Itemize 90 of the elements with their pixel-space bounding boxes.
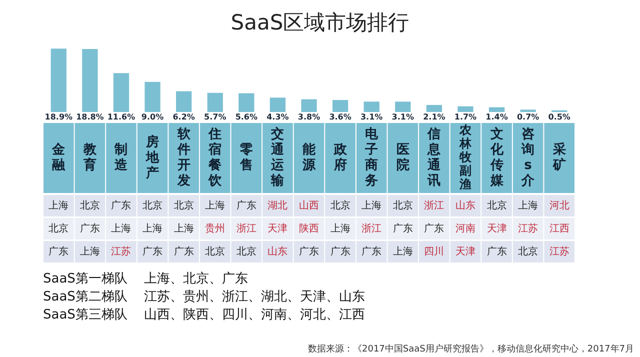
x-tick-label: 住宿餐饮	[208, 127, 223, 189]
x-tick-label: 教育	[82, 142, 98, 174]
data-label: 1.4%	[486, 112, 508, 122]
text: 上海	[111, 222, 132, 234]
text: SaaS第一梯队 上海、北京、广东	[43, 271, 248, 286]
data-label: 3.1%	[392, 112, 414, 122]
text: 北京	[486, 199, 507, 212]
text: 浙江	[362, 222, 382, 234]
text: 上海	[80, 245, 100, 258]
x-tick-label: 金融	[51, 142, 66, 174]
text: 北京	[392, 199, 413, 212]
text: 河北	[549, 199, 570, 212]
text: 上海	[142, 222, 163, 234]
x-tick-label: 咨询s介	[520, 127, 536, 189]
data-label: 5.7%	[204, 112, 226, 122]
text: 四川	[424, 245, 444, 258]
x-tick-label: 零售	[238, 142, 253, 174]
text: 江苏	[549, 245, 570, 258]
text: 广东	[111, 199, 132, 212]
source-note: 数据来源：《2017中国SaaS用户研究报告》，移动信息化研究中心，2017年7月	[308, 343, 634, 354]
x-tick-label: 政府	[332, 142, 348, 174]
text: 广东	[142, 245, 163, 258]
text: 广东	[80, 222, 100, 234]
data-label: 3.1%	[360, 112, 383, 122]
text: 上海	[362, 199, 382, 212]
text: 广东	[330, 245, 350, 258]
text: 广东	[236, 199, 256, 212]
text: 上海	[518, 199, 538, 212]
data-label: 3.6%	[329, 112, 352, 122]
x-tick-label: 房地产	[145, 134, 160, 181]
text: 山东	[268, 245, 288, 258]
data-label: 6.2%	[172, 112, 195, 122]
text: 陕西	[299, 222, 319, 234]
chart-title: SaaS区域市场排行	[230, 10, 410, 34]
text: 江西	[549, 222, 570, 234]
x-tick-label: 电子商务	[364, 127, 380, 189]
text: 浙江	[236, 222, 256, 234]
text: 上海	[48, 199, 69, 212]
text: 北京	[48, 222, 69, 234]
text: SaaS第二梯队 江苏、贵州、浙江、湖北、天津、山东	[43, 289, 365, 304]
text: 上海	[392, 245, 413, 258]
data-label: 0.5%	[548, 112, 570, 122]
text: 湖北	[268, 199, 288, 212]
text: 广东	[48, 245, 69, 258]
text: 天津	[268, 222, 288, 234]
text: 广东	[299, 245, 319, 258]
x-tick-label: 采矿	[552, 142, 566, 174]
data-label: 3.8%	[298, 112, 320, 122]
text: 北京	[174, 199, 194, 212]
text: 上海	[174, 222, 194, 234]
data-label: 0.7%	[516, 112, 540, 122]
x-tick-label: 能源	[302, 142, 316, 174]
data-label: 4.3%	[266, 112, 289, 122]
text: 广东	[362, 245, 382, 258]
text: 上海	[205, 199, 226, 212]
x-tick-label: 制造	[114, 142, 129, 174]
x-tick-label: 信息通讯	[426, 127, 442, 189]
text: 天津	[455, 245, 476, 258]
data-label: 9.0%	[141, 112, 164, 122]
data-label: 18.9%	[44, 112, 73, 122]
text: 山西	[299, 199, 319, 212]
data-label: 1.7%	[454, 112, 477, 122]
text: 广东	[486, 245, 507, 258]
text: 北京	[205, 245, 226, 258]
data-label: 18.8%	[76, 112, 104, 122]
data-label: 2.1%	[423, 112, 446, 122]
text: 贵州	[205, 222, 226, 234]
text: 江苏	[111, 245, 132, 258]
text: 浙江	[424, 199, 444, 212]
x-tick-label: 农林牧副渔	[458, 123, 472, 192]
text: 北京	[142, 199, 163, 212]
x-tick-label: 交通运输	[270, 126, 286, 189]
text: 北京	[518, 245, 538, 258]
text: 北京	[80, 199, 100, 212]
text: 广东	[392, 222, 413, 234]
text: 北京	[236, 245, 256, 258]
x-tick-label: 软件开发	[176, 127, 192, 189]
text: 上海	[330, 222, 350, 234]
text: 河南	[455, 222, 476, 234]
text: 江苏	[518, 222, 538, 234]
data-label: 11.6%	[107, 112, 136, 122]
text: SaaS第三梯队 山西、陕西、四川、河南、河北、江西	[43, 307, 365, 322]
data-label: 5.6%	[235, 112, 258, 122]
x-tick-label: 文化传媒	[489, 126, 504, 189]
text: 天津	[486, 222, 507, 234]
text: 广东	[424, 222, 444, 234]
text: 广东	[174, 245, 194, 258]
text: 北京	[330, 199, 350, 212]
text: 山东	[455, 199, 476, 212]
x-tick-label: 医院	[396, 142, 410, 174]
